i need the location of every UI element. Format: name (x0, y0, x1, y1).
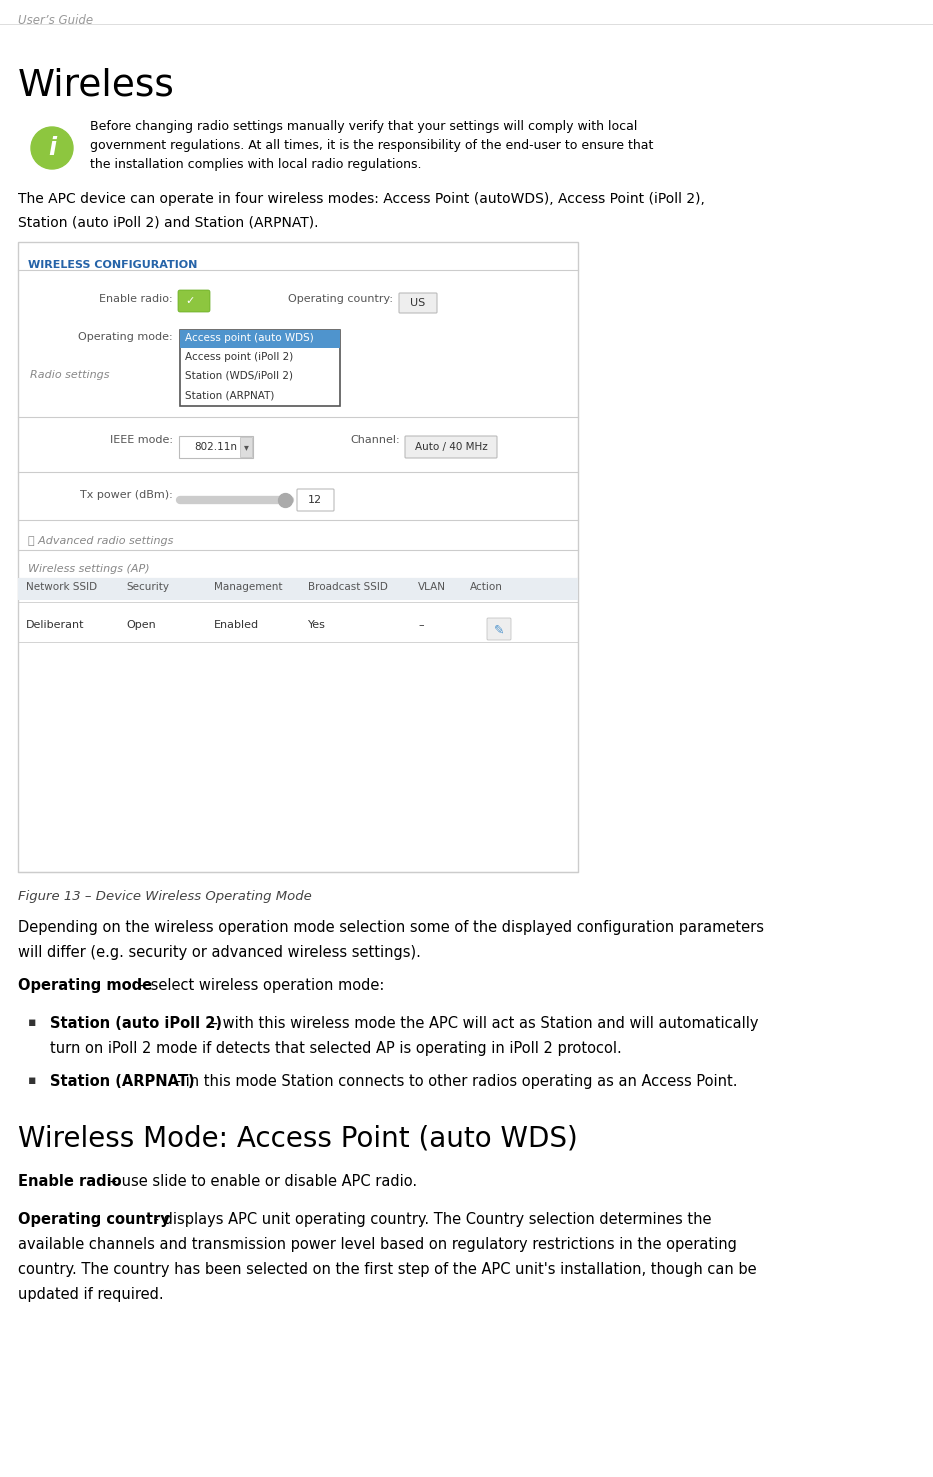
Text: ▾: ▾ (244, 442, 248, 452)
Text: Operating mode:: Operating mode: (78, 332, 173, 343)
Text: Radio settings: Radio settings (30, 371, 109, 380)
Text: Management: Management (214, 582, 283, 592)
Text: government regulations. At all times, it is the responsibility of the end-user t: government regulations. At all times, it… (90, 139, 653, 152)
Text: ▪: ▪ (28, 1016, 36, 1029)
Text: will differ (e.g. security or advanced wireless settings).: will differ (e.g. security or advanced w… (18, 945, 421, 960)
FancyBboxPatch shape (179, 436, 253, 458)
FancyBboxPatch shape (240, 437, 252, 456)
Text: – use slide to enable or disable APC radio.: – use slide to enable or disable APC rad… (105, 1174, 417, 1189)
Text: – with this wireless mode the APC will act as Station and will automatically: – with this wireless mode the APC will a… (206, 1016, 759, 1031)
FancyBboxPatch shape (405, 436, 497, 458)
Text: ▪: ▪ (28, 1074, 36, 1087)
Text: Ⓜ Advanced radio settings: Ⓜ Advanced radio settings (28, 536, 174, 546)
Text: Depending on the wireless operation mode selection some of the displayed configu: Depending on the wireless operation mode… (18, 920, 764, 935)
Text: Deliberant: Deliberant (26, 620, 85, 631)
FancyBboxPatch shape (18, 242, 578, 871)
Text: User’s Guide: User’s Guide (18, 13, 93, 27)
Text: Wireless Mode: Access Point (auto WDS): Wireless Mode: Access Point (auto WDS) (18, 1124, 578, 1152)
Text: Wireless: Wireless (18, 68, 174, 103)
Text: i: i (48, 136, 56, 160)
FancyBboxPatch shape (399, 292, 437, 313)
Text: ✎: ✎ (494, 623, 504, 637)
FancyBboxPatch shape (487, 617, 511, 640)
Text: VLAN: VLAN (418, 582, 446, 592)
Text: IEEE mode:: IEEE mode: (110, 436, 173, 445)
Text: Access point (iPoll 2): Access point (iPoll 2) (185, 352, 293, 362)
Text: Wireless settings (AP): Wireless settings (AP) (28, 564, 149, 575)
Text: Open: Open (126, 620, 156, 631)
Text: Enable radio:: Enable radio: (100, 294, 173, 304)
Text: Station (ARPNAT): Station (ARPNAT) (185, 390, 274, 400)
Text: Broadcast SSID: Broadcast SSID (308, 582, 388, 592)
Text: Access point (auto WDS): Access point (auto WDS) (185, 332, 313, 343)
Text: WIRELESS CONFIGURATION: WIRELESS CONFIGURATION (28, 260, 198, 270)
Text: country. The country has been selected on the first step of the APC unit's insta: country. The country has been selected o… (18, 1261, 757, 1278)
Text: Action: Action (470, 582, 503, 592)
Text: Station (auto iPoll 2): Station (auto iPoll 2) (50, 1016, 222, 1031)
Text: Operating country: Operating country (18, 1213, 170, 1227)
Text: – in this mode Station connects to other radios operating as an Access Point.: – in this mode Station connects to other… (169, 1074, 737, 1089)
Text: Yes: Yes (308, 620, 326, 631)
FancyBboxPatch shape (178, 289, 210, 312)
Text: Auto / 40 MHz: Auto / 40 MHz (414, 442, 487, 452)
FancyBboxPatch shape (180, 329, 340, 349)
Text: Operating mode: Operating mode (18, 978, 152, 993)
Text: –: – (418, 620, 424, 631)
FancyBboxPatch shape (297, 489, 334, 511)
Text: turn on iPoll 2 mode if detects that selected AP is operating in iPoll 2 protoco: turn on iPoll 2 mode if detects that sel… (50, 1041, 621, 1056)
Text: Station (WDS/iPoll 2): Station (WDS/iPoll 2) (185, 371, 293, 381)
Text: Before changing radio settings manually verify that your settings will comply wi: Before changing radio settings manually … (90, 120, 637, 133)
Text: - displays APC unit operating country. The Country selection determines the: - displays APC unit operating country. T… (149, 1213, 712, 1227)
Text: the installation complies with local radio regulations.: the installation complies with local rad… (90, 158, 422, 171)
Text: Tx power (dBm):: Tx power (dBm): (80, 490, 173, 501)
Text: updated if required.: updated if required. (18, 1286, 163, 1303)
Text: – select wireless operation mode:: – select wireless operation mode: (134, 978, 384, 993)
Text: 12: 12 (308, 495, 322, 505)
Circle shape (31, 127, 73, 168)
FancyBboxPatch shape (18, 578, 578, 600)
Text: Station (ARPNAT): Station (ARPNAT) (50, 1074, 195, 1089)
Text: available channels and transmission power level based on regulatory restrictions: available channels and transmission powe… (18, 1238, 737, 1252)
Text: The APC device can operate in four wireless modes: Access Point (autoWDS), Acces: The APC device can operate in four wirel… (18, 192, 704, 205)
Text: Enabled: Enabled (214, 620, 259, 631)
Text: 802.11n: 802.11n (194, 442, 237, 452)
Text: Operating country:: Operating country: (288, 294, 393, 304)
Text: Security: Security (126, 582, 169, 592)
FancyBboxPatch shape (180, 329, 340, 406)
Text: Station (auto iPoll 2) and Station (ARPNAT).: Station (auto iPoll 2) and Station (ARPN… (18, 216, 318, 229)
Text: Enable radio: Enable radio (18, 1174, 121, 1189)
Text: Channel:: Channel: (351, 436, 400, 445)
Text: Network SSID: Network SSID (26, 582, 97, 592)
Text: US: US (411, 298, 425, 309)
Text: ✓: ✓ (185, 295, 194, 306)
Text: Figure 13 – Device Wireless Operating Mode: Figure 13 – Device Wireless Operating Mo… (18, 891, 312, 902)
